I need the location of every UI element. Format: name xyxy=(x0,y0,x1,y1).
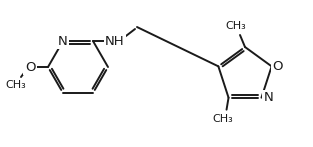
Text: CH₃: CH₃ xyxy=(226,21,246,31)
Text: O: O xyxy=(25,61,35,74)
Text: CH₃: CH₃ xyxy=(212,114,233,124)
Text: N: N xyxy=(264,91,273,104)
Text: NH: NH xyxy=(105,35,125,47)
Text: O: O xyxy=(272,60,283,73)
Text: CH₃: CH₃ xyxy=(6,80,26,90)
Text: N: N xyxy=(58,35,68,47)
